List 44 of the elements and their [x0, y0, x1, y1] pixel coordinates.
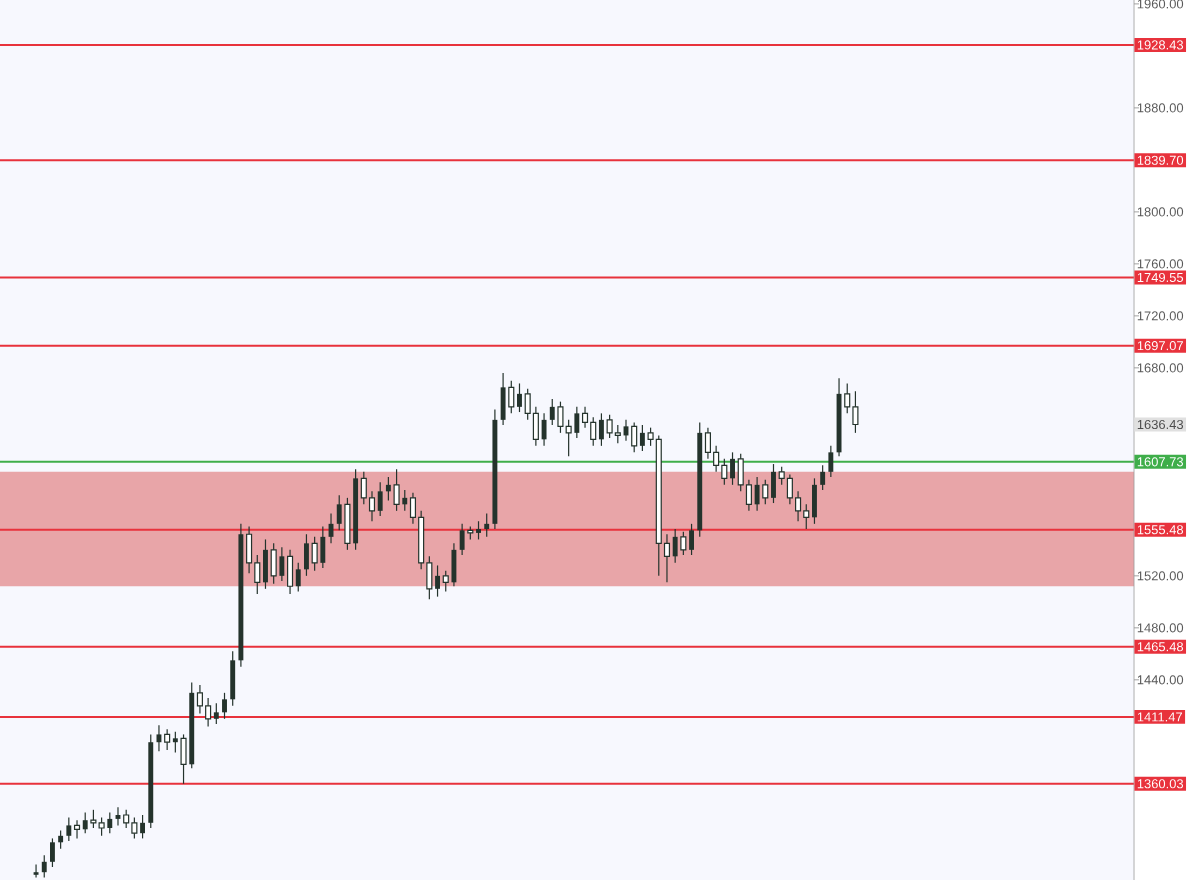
candlestick	[786, 473, 793, 505]
candlestick	[508, 380, 515, 414]
candlestick	[754, 476, 760, 512]
candlestick	[131, 817, 138, 840]
candlestick	[295, 562, 301, 593]
candlestick	[614, 424, 621, 444]
candlestick	[672, 528, 678, 564]
candlestick	[762, 479, 769, 505]
candlestick	[230, 650, 236, 707]
candlestick	[73, 819, 81, 840]
candlestick	[631, 421, 638, 453]
candlestick	[205, 697, 212, 728]
candlestick	[320, 525, 326, 569]
candlestick	[33, 863, 39, 878]
candlestick	[90, 809, 97, 829]
candlestick	[606, 414, 613, 439]
candlestick	[557, 401, 564, 434]
candlestick	[41, 854, 47, 878]
candlestick	[852, 390, 859, 434]
candlestick	[574, 406, 580, 439]
candlestick	[270, 542, 277, 585]
candlestick	[680, 531, 687, 556]
candlestick	[500, 372, 506, 426]
candlestick	[98, 817, 105, 837]
candlestick	[590, 416, 597, 447]
candlestick	[377, 481, 383, 517]
candlestick	[820, 464, 826, 491]
candlestick	[393, 468, 400, 512]
candlestick	[222, 692, 227, 720]
candlestick	[123, 809, 130, 829]
candlestick	[58, 830, 64, 850]
candlestick	[66, 817, 72, 842]
candlestick	[484, 512, 490, 538]
candlestick	[459, 523, 465, 556]
candlestick	[451, 542, 457, 587]
candlestick	[541, 412, 547, 447]
candlestick	[164, 728, 171, 751]
candlestick	[213, 702, 219, 725]
candlestick	[828, 445, 834, 478]
candlestick	[49, 837, 55, 868]
candlestick	[279, 546, 285, 582]
candlestick	[721, 458, 728, 486]
candlestick	[287, 549, 294, 595]
candlestick	[311, 536, 318, 572]
